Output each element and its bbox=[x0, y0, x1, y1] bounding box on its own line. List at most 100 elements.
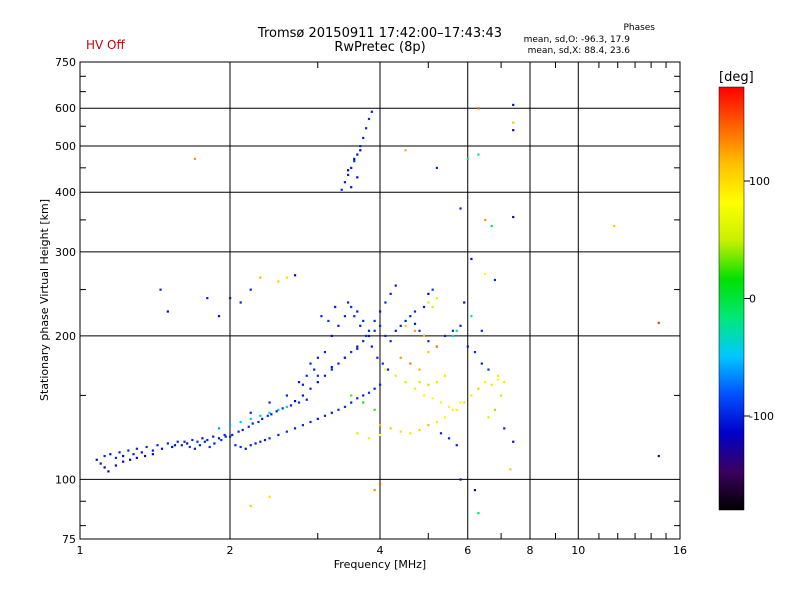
data-point bbox=[367, 334, 371, 338]
data-point bbox=[244, 447, 247, 450]
data-point bbox=[183, 440, 186, 443]
colorbar bbox=[718, 86, 745, 511]
data-point bbox=[399, 324, 402, 327]
data-point bbox=[451, 408, 455, 411]
data-point bbox=[220, 438, 223, 442]
plot-frame bbox=[79, 61, 681, 540]
data-point bbox=[353, 315, 356, 318]
data-point bbox=[418, 368, 421, 371]
data-point bbox=[285, 430, 288, 433]
data-point bbox=[404, 319, 407, 323]
data-point bbox=[381, 362, 384, 365]
data-point bbox=[301, 383, 305, 386]
data-point bbox=[234, 444, 237, 447]
data-point bbox=[451, 334, 455, 338]
data-point bbox=[107, 470, 110, 473]
data-point bbox=[427, 424, 430, 427]
data-point bbox=[337, 324, 340, 327]
data-point bbox=[316, 417, 319, 420]
data-point bbox=[418, 381, 421, 384]
data-point bbox=[327, 319, 330, 323]
data-point bbox=[370, 110, 373, 113]
data-point bbox=[427, 350, 430, 354]
data-point bbox=[493, 408, 497, 411]
data-point bbox=[480, 362, 483, 365]
data-point bbox=[477, 512, 480, 515]
x-axis-label: Frequency [MHz] bbox=[334, 558, 426, 571]
data-point bbox=[359, 149, 362, 152]
data-point bbox=[447, 405, 451, 408]
y-tick-label: 600 bbox=[55, 102, 76, 115]
data-point bbox=[266, 414, 269, 417]
y-tick-label: 100 bbox=[55, 473, 76, 486]
data-point bbox=[394, 329, 397, 332]
data-point bbox=[330, 368, 333, 371]
data-point bbox=[186, 442, 189, 445]
data-point bbox=[259, 414, 262, 417]
data-point bbox=[343, 181, 347, 184]
data-point bbox=[350, 401, 353, 404]
data-point bbox=[386, 368, 390, 371]
data-point bbox=[229, 435, 232, 438]
data-point bbox=[156, 444, 159, 447]
data-point bbox=[512, 215, 515, 219]
data-point bbox=[657, 454, 660, 458]
data-point bbox=[268, 495, 271, 498]
x-tick-label: 1 bbox=[77, 544, 84, 557]
data-point bbox=[261, 417, 264, 420]
data-point bbox=[443, 374, 447, 377]
data-point bbox=[330, 366, 333, 369]
data-point bbox=[217, 427, 221, 430]
data-point bbox=[275, 410, 278, 413]
data-point bbox=[95, 458, 98, 461]
data-point bbox=[208, 445, 211, 449]
data-point bbox=[254, 442, 257, 445]
data-point bbox=[435, 381, 438, 384]
data-point bbox=[316, 374, 319, 377]
data-point bbox=[151, 453, 155, 456]
data-point bbox=[353, 160, 356, 163]
data-point bbox=[166, 442, 169, 445]
data-point bbox=[362, 401, 365, 404]
data-point bbox=[231, 433, 234, 437]
data-point bbox=[305, 374, 308, 377]
grid-lines bbox=[79, 61, 681, 540]
data-point bbox=[435, 297, 438, 300]
data-point bbox=[356, 347, 359, 350]
data-point bbox=[297, 381, 301, 384]
data-point bbox=[350, 305, 353, 309]
data-point bbox=[203, 440, 206, 443]
data-point bbox=[277, 280, 280, 283]
data-point bbox=[455, 408, 458, 411]
data-point bbox=[422, 305, 426, 309]
data-point bbox=[431, 305, 434, 309]
data-point bbox=[249, 288, 252, 291]
data-point bbox=[373, 408, 376, 411]
data-point bbox=[350, 186, 353, 189]
data-point bbox=[239, 445, 242, 449]
data-point bbox=[293, 274, 297, 277]
data-point bbox=[268, 437, 271, 440]
data-point bbox=[459, 478, 462, 481]
data-point bbox=[340, 188, 343, 191]
y-tick-label: 400 bbox=[55, 186, 76, 199]
data-point bbox=[301, 394, 305, 397]
data-point bbox=[367, 329, 371, 332]
data-point bbox=[466, 345, 469, 348]
data-point bbox=[356, 345, 359, 348]
data-point bbox=[413, 329, 417, 332]
data-point bbox=[285, 394, 288, 397]
data-point bbox=[463, 401, 466, 404]
data-point bbox=[413, 387, 417, 390]
data-point bbox=[109, 453, 112, 456]
data-point bbox=[473, 489, 477, 492]
data-point bbox=[409, 362, 412, 365]
data-point bbox=[379, 310, 382, 313]
data-point bbox=[323, 414, 327, 417]
data-point bbox=[379, 424, 382, 427]
data-point bbox=[399, 430, 402, 433]
data-point bbox=[356, 176, 359, 179]
data-point bbox=[257, 420, 260, 424]
data-point bbox=[122, 454, 125, 458]
